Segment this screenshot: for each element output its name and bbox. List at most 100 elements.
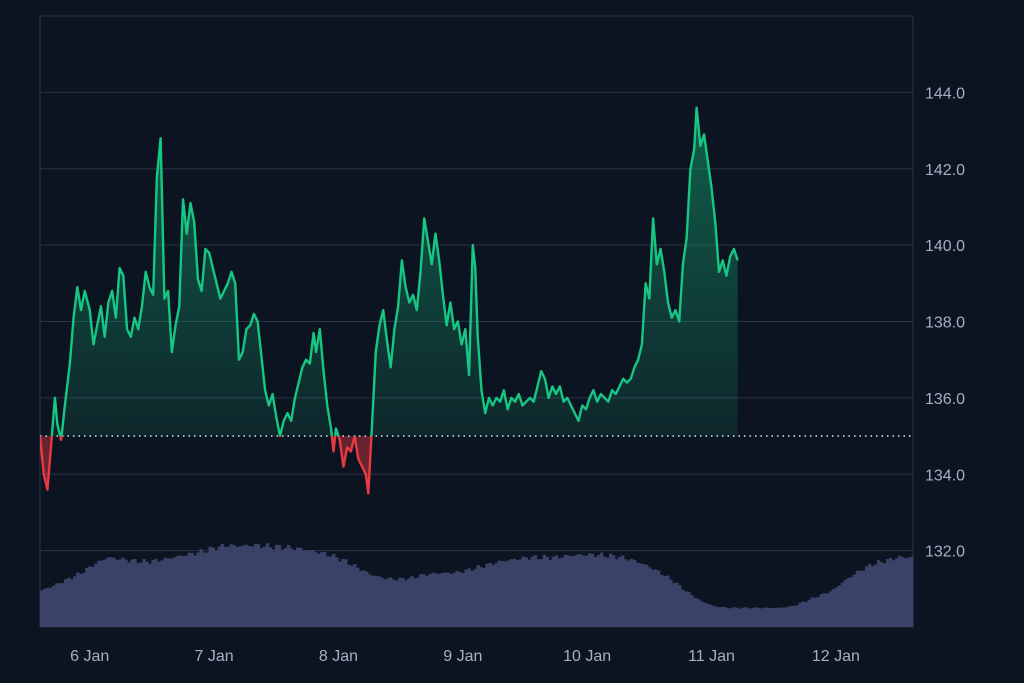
volume-bar [798, 602, 802, 627]
volume-bar [891, 560, 896, 627]
volume-bar [584, 555, 589, 627]
volume-bar [196, 552, 200, 627]
volume-bar [861, 570, 866, 627]
volume-bar [223, 546, 227, 627]
volume-bar [503, 561, 507, 627]
volume-bar [205, 552, 209, 627]
volume-bar [277, 545, 282, 627]
volume-bar [100, 560, 104, 627]
volume-bar [753, 607, 757, 627]
volume-bar [389, 577, 393, 627]
volume-bar [250, 546, 255, 627]
volume-bar [849, 577, 854, 627]
x-tick-label: 8 Jan [319, 648, 358, 665]
volume-bar [506, 560, 510, 627]
volume-bar [705, 603, 709, 627]
y-tick-label: 140.0 [925, 238, 965, 255]
volume-bar [313, 551, 318, 627]
volume-bar [807, 599, 811, 627]
volume-bar [341, 559, 345, 627]
volume-bar [262, 546, 267, 627]
y-axis-ticks: 132.0 134.0 136.0 138.0 140.0 142.0 144.0 [925, 85, 965, 560]
volume-bar [232, 545, 237, 627]
price-area-up-fill [40, 107, 738, 437]
volume-bar [497, 560, 501, 627]
volume-bar [220, 543, 224, 627]
volume-bar [298, 547, 303, 627]
volume-bar [750, 608, 754, 627]
volume-bar [440, 573, 444, 627]
volume-bar [741, 607, 745, 627]
volume-bar [624, 559, 628, 627]
volume-bar [175, 556, 179, 627]
volume-bar [636, 562, 640, 627]
x-tick-label: 6 Jan [70, 648, 109, 665]
volume-bar [500, 561, 504, 627]
volume-bar [163, 557, 167, 627]
volume-bar [524, 557, 529, 627]
volume-bar [407, 578, 411, 627]
volume-bar [410, 576, 414, 627]
volume-bar [265, 543, 270, 627]
volume-bar [268, 547, 273, 627]
volume-bar [717, 607, 721, 627]
y-tick-label: 136.0 [925, 391, 965, 408]
volume-bar [762, 607, 766, 627]
volume-bar [732, 607, 736, 627]
volume-bar [488, 562, 492, 627]
volume-bar [539, 558, 544, 627]
volume-bar [286, 544, 291, 627]
volume-bar [335, 557, 339, 627]
volume-bar [217, 546, 221, 627]
volume-bar [338, 561, 342, 627]
volume-bar [801, 601, 805, 627]
volume-bar [633, 560, 637, 627]
volume-bar [720, 607, 724, 627]
volume-bar [332, 553, 336, 627]
volume-bar [428, 573, 432, 627]
volume-bar [888, 557, 893, 627]
volume-bar [362, 570, 366, 627]
volume-bar [181, 556, 185, 627]
volume-bar [627, 560, 631, 627]
volume-bar [702, 602, 706, 627]
volume-bar [590, 553, 595, 627]
y-tick-label: 144.0 [925, 85, 965, 102]
volume-bar [271, 549, 276, 627]
volume-bar [669, 579, 673, 627]
volume-bar [118, 559, 122, 627]
volume-bar [876, 560, 881, 627]
volume-bar [482, 567, 486, 627]
volume-bar [864, 566, 869, 627]
volume-bar [127, 562, 131, 627]
x-tick-label: 9 Jan [443, 648, 482, 665]
volume-bar [834, 587, 839, 627]
volume-bar [852, 574, 857, 627]
volume-bar [238, 546, 243, 627]
volume-bar [551, 556, 556, 627]
volume-bar [244, 544, 249, 627]
volume-bar [491, 565, 495, 627]
volume-bar [172, 557, 176, 627]
volume-bar [259, 548, 264, 627]
volume-bar [307, 550, 312, 627]
volume-bar [476, 565, 480, 627]
volume-bar [416, 577, 420, 627]
volume-bar [548, 559, 553, 627]
volume-bar [660, 574, 664, 627]
volume-bar [563, 554, 568, 627]
volume-bar [377, 576, 381, 627]
volume-bar [672, 583, 676, 627]
volume-bar [322, 552, 327, 627]
volume-bar [434, 573, 438, 627]
volume-bar [157, 561, 161, 627]
volume-bar [611, 555, 616, 627]
volume-bar [687, 591, 691, 627]
volume-bar [395, 580, 399, 627]
volume-bar [738, 608, 742, 627]
volume-bar [55, 583, 59, 627]
volume-bar [229, 544, 234, 627]
volume-bar [828, 591, 833, 627]
volume-bar [572, 555, 577, 627]
volume-bar [208, 546, 212, 627]
